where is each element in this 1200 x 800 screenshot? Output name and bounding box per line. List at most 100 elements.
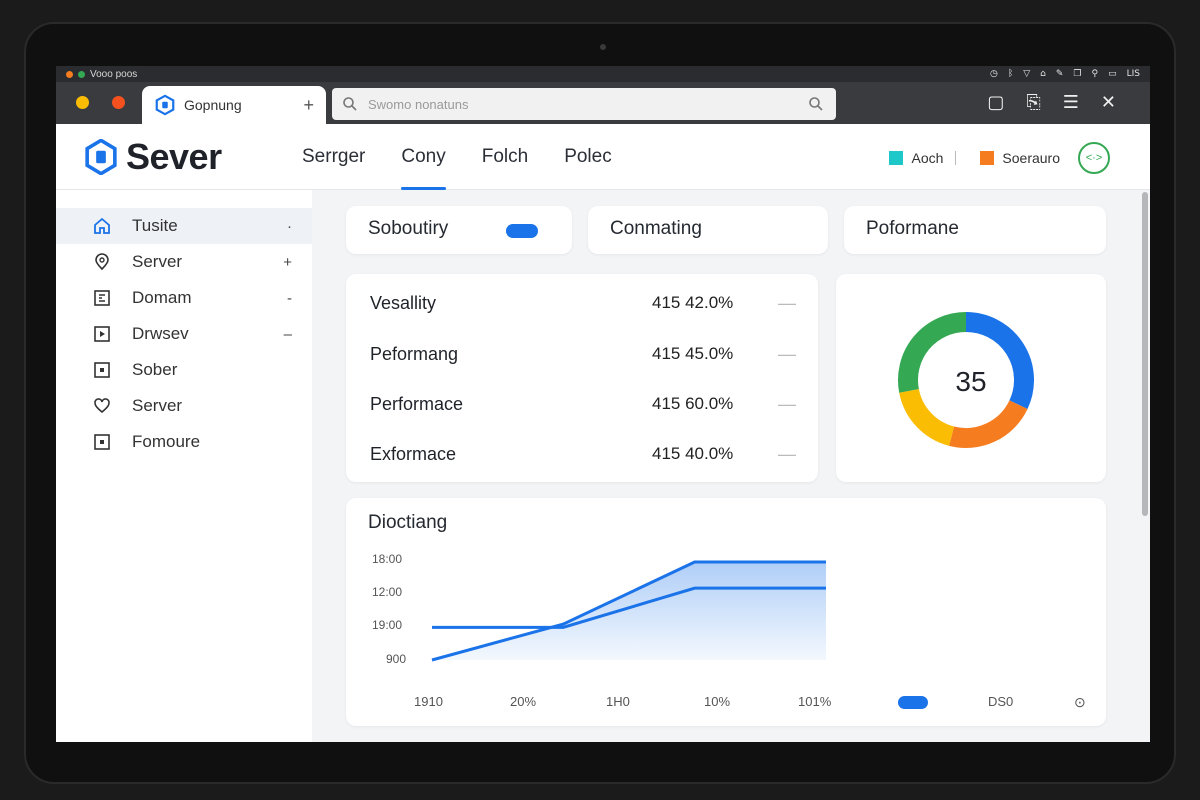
metric-label: Performace bbox=[370, 393, 464, 414]
collapse-icon[interactable]: — bbox=[778, 393, 796, 414]
metric-row[interactable]: Performace 415 60.0% — bbox=[370, 389, 796, 419]
screen: Vooo poos ◷ ᛒ ▽ ⌂ ✎ ❐ ⚲ ▭ LIS Gopn bbox=[56, 66, 1150, 742]
collapse-icon[interactable]: — bbox=[778, 343, 796, 364]
collapse-icon[interactable]: — bbox=[778, 443, 796, 464]
clock-icon[interactable]: ◷ bbox=[989, 69, 998, 79]
system-dot-orange bbox=[66, 70, 73, 78]
system-tray: ◷ ᛒ ▽ ⌂ ✎ ❐ ⚲ ▭ LIS bbox=[990, 69, 1140, 79]
sidebar-item-label: Server bbox=[132, 252, 183, 271]
brand-name: Sever bbox=[126, 135, 222, 177]
heart-icon bbox=[92, 396, 112, 416]
minimize-window-button[interactable] bbox=[76, 96, 89, 109]
metric-value: 415 45.0% bbox=[652, 344, 734, 363]
sidebar-item-trail: - bbox=[287, 289, 292, 307]
metric-row[interactable]: Exformace 415 40.0% — bbox=[370, 439, 796, 469]
system-bar: Vooo poos ◷ ᛒ ▽ ⌂ ✎ ❐ ⚲ ▭ LIS bbox=[56, 66, 1150, 82]
donut-segment-3[interactable] bbox=[898, 312, 967, 393]
card-title: Conmating bbox=[610, 218, 702, 239]
x-tick-label: 20% bbox=[510, 694, 537, 709]
divider bbox=[955, 151, 957, 165]
sidebar-item-server[interactable]: Server + bbox=[56, 244, 312, 280]
y-tick-label: 19:00 bbox=[372, 618, 403, 632]
system-dot-green bbox=[78, 70, 85, 78]
nav-item-active[interactable]: Cony bbox=[401, 124, 447, 190]
sync-toggle-icon[interactable]: <·> bbox=[1078, 142, 1110, 174]
system-title: Vooo poos bbox=[90, 68, 138, 80]
metrics-card: Vesallity 415 42.0% — Peformang 415 45.0… bbox=[346, 274, 818, 482]
search-icon[interactable] bbox=[808, 96, 824, 112]
new-tab-button[interactable]: + bbox=[303, 94, 314, 115]
sidebar-item-label: Server bbox=[132, 396, 183, 415]
sidebar-item-tusite[interactable]: Tusite · bbox=[56, 208, 312, 244]
legend-label[interactable]: Soerauro bbox=[1002, 150, 1060, 166]
metric-label: Vesallity bbox=[370, 292, 437, 313]
chart-card: Dioctiang 18:00 12:00 19:00 900 1910 20%… bbox=[346, 498, 1106, 726]
metric-row[interactable]: Peformang 415 45.0% — bbox=[370, 339, 796, 369]
metric-value: 415 60.0% bbox=[652, 394, 734, 413]
donut-card: 35 bbox=[836, 274, 1106, 482]
summary-card[interactable]: Poformane bbox=[844, 206, 1106, 254]
sidebar-item-label: Tusite bbox=[132, 216, 178, 235]
wifi-icon[interactable]: ▽ bbox=[1023, 69, 1031, 79]
camera-icon bbox=[600, 44, 606, 50]
summary-card[interactable]: Conmating bbox=[588, 206, 828, 254]
sidebar-item-sober[interactable]: Sober bbox=[56, 352, 312, 388]
summary-card[interactable]: Soboutiry bbox=[346, 206, 572, 254]
scrollbar[interactable] bbox=[1142, 192, 1148, 516]
sidebar-item-fomoure[interactable]: Fomoure bbox=[56, 424, 312, 460]
close-window-button[interactable] bbox=[112, 96, 125, 109]
collapse-icon[interactable]: — bbox=[778, 292, 796, 313]
sidebar-item-server-2[interactable]: Server bbox=[56, 388, 312, 424]
lock-icon[interactable]: ⌂ bbox=[1040, 69, 1046, 79]
chart-title: Dioctiang bbox=[368, 512, 448, 533]
sidebar-item-drwsev[interactable]: Drwsev – bbox=[56, 316, 312, 352]
close-icon[interactable]: ✕ bbox=[1100, 92, 1116, 113]
metric-label: Exformace bbox=[370, 443, 457, 464]
browser-toolbar: Gopnung + Swomo nonatuns ▢ ⎘ ☰ ✕ bbox=[56, 82, 1150, 124]
tab-title: Gopnung bbox=[184, 97, 242, 113]
area-chart bbox=[431, 560, 826, 662]
donut-center-label: 35 bbox=[955, 366, 987, 397]
browser-tab[interactable]: Gopnung + bbox=[142, 86, 326, 124]
series-line-1[interactable] bbox=[432, 586, 826, 629]
donut-segment-1[interactable] bbox=[949, 400, 1028, 448]
series-line-0[interactable] bbox=[431, 560, 826, 662]
range-slider-handle[interactable] bbox=[898, 696, 928, 709]
system-status: LIS bbox=[1126, 69, 1140, 79]
y-tick-label: 12:00 bbox=[372, 585, 403, 599]
bluetooth-icon[interactable]: ᛒ bbox=[1007, 69, 1014, 79]
settings-icon[interactable]: ⊙ bbox=[1074, 694, 1086, 710]
donut-chart bbox=[898, 312, 1034, 448]
nav-item[interactable]: Folch bbox=[481, 146, 529, 167]
legend-swatch-orange bbox=[980, 151, 995, 165]
home-icon bbox=[92, 216, 112, 236]
laptop-bezel: Vooo poos ◷ ᛒ ▽ ⌂ ✎ ❐ ⚲ ▭ LIS Gopn bbox=[24, 22, 1176, 784]
copy-icon[interactable]: ❐ bbox=[1073, 69, 1082, 79]
donut-segment-0[interactable] bbox=[965, 312, 1034, 409]
sidebar-item-trail: – bbox=[283, 325, 292, 343]
header-legend: Aoch Soerauro <·> bbox=[889, 142, 1110, 174]
address-bar[interactable]: Swomo nonatuns bbox=[332, 88, 836, 120]
sidebar: Tusite · Server + Domam - bbox=[56, 190, 312, 742]
x-tick-label: 1H0 bbox=[606, 694, 630, 709]
sidebar-item-domam[interactable]: Domam - bbox=[56, 280, 312, 316]
y-tick-label: 900 bbox=[386, 652, 407, 666]
square-icon bbox=[92, 432, 112, 452]
sidebar-item-label: Drwsev bbox=[132, 324, 189, 343]
nav-item[interactable]: Polec bbox=[564, 146, 612, 167]
metric-row[interactable]: Vesallity 415 42.0% — bbox=[370, 288, 796, 318]
y-tick-label: 18:00 bbox=[372, 552, 403, 566]
search-icon bbox=[343, 97, 357, 111]
ruler-icon[interactable]: ⚲ bbox=[1091, 69, 1099, 79]
edit-icon[interactable]: ✎ bbox=[1055, 69, 1064, 79]
x-tick-label: 10% bbox=[704, 694, 731, 709]
bookmark-icon[interactable]: ⎘ bbox=[1026, 92, 1041, 113]
brand-logo[interactable]: Sever bbox=[84, 136, 222, 178]
battery-icon[interactable]: ▭ bbox=[1108, 69, 1117, 79]
x-tick-label: 1910 bbox=[414, 694, 443, 709]
nav-item[interactable]: Serrger bbox=[302, 146, 366, 167]
window-square-icon[interactable]: ▢ bbox=[987, 92, 1005, 113]
menu-icon[interactable]: ☰ bbox=[1062, 92, 1079, 113]
legend-label[interactable]: Aoch bbox=[911, 150, 944, 166]
donut-segment-2[interactable] bbox=[899, 388, 955, 446]
